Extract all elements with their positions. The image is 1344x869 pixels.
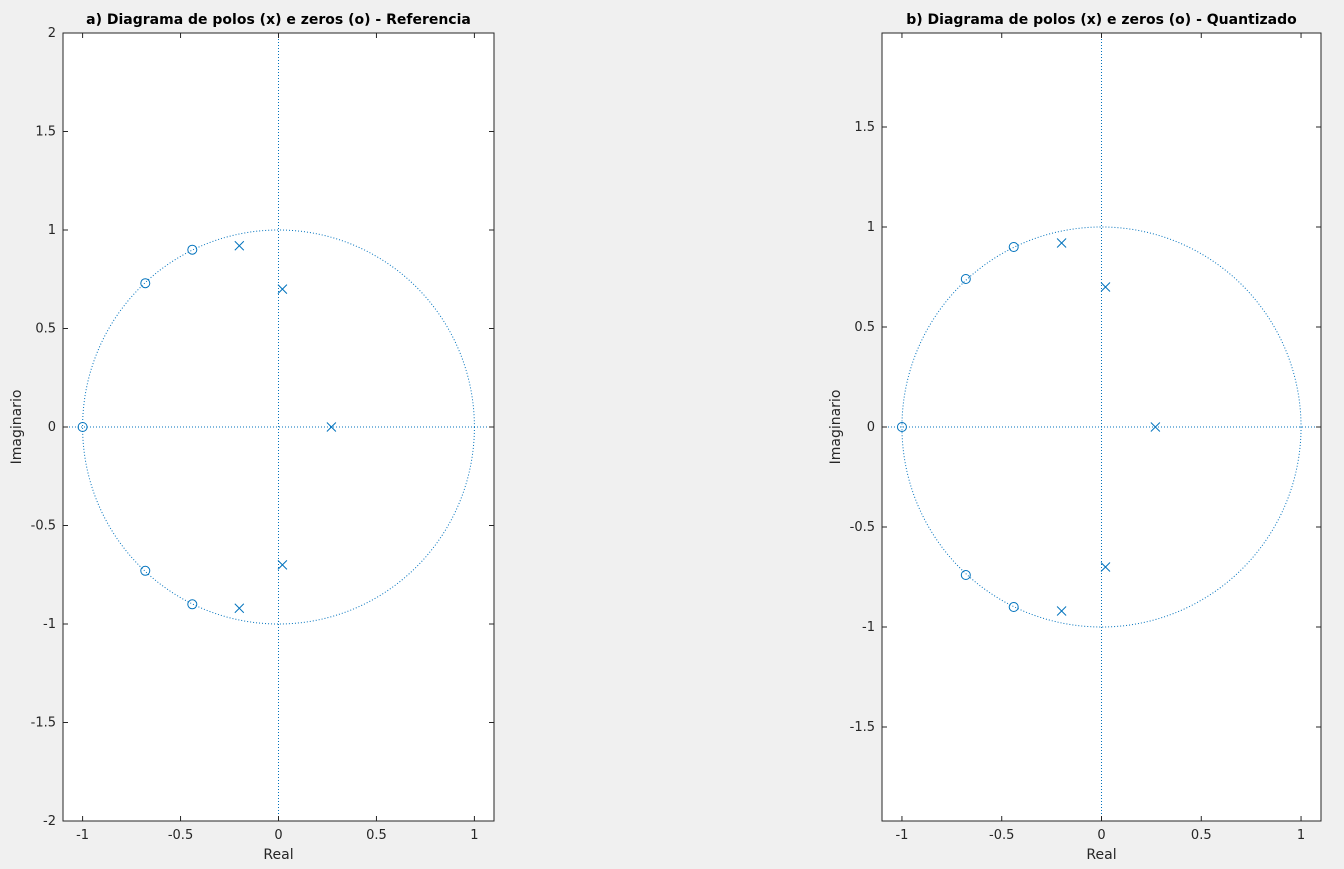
pole-marker	[234, 240, 245, 251]
y-tick-label: 0.5	[35, 322, 56, 337]
zero-marker	[960, 570, 971, 580]
y-tick-label: -0.5	[850, 520, 875, 535]
zero-marker	[960, 274, 971, 284]
axes-frame	[62, 32, 495, 822]
x-tick-label: -1	[76, 828, 89, 843]
y-tick-label: -2	[43, 814, 56, 829]
y-tick-label: -0.5	[31, 519, 56, 534]
pole-marker	[277, 560, 288, 570]
x-axis-label: Real	[263, 847, 293, 863]
pole-marker	[1056, 606, 1067, 616]
y-tick-label: 0	[867, 420, 875, 435]
y-axis-label: Imaginario	[9, 390, 25, 465]
y-tick-label: 0	[48, 420, 56, 435]
unit-circle	[901, 226, 1302, 628]
pole-marker	[326, 422, 337, 432]
x-tick-label: -1	[895, 828, 908, 843]
x-tick-label: 0	[274, 828, 282, 843]
y-tick-label: 1	[48, 223, 56, 238]
y-tick-label: -1	[43, 617, 56, 632]
x-tick-label: 0.5	[366, 828, 387, 843]
y-tick-label: 1	[867, 220, 875, 235]
zero-marker	[140, 278, 151, 289]
y-tick-label: 1.5	[854, 120, 875, 135]
unit-circle	[82, 229, 475, 625]
y-tick-label: 0.5	[854, 320, 875, 335]
y-axis-label: Imaginario	[828, 390, 844, 465]
y-tick-label: -1.5	[31, 716, 56, 731]
zero-marker	[896, 422, 907, 432]
x-axis-label: Real	[1086, 847, 1116, 863]
pole-marker	[277, 284, 288, 294]
x-tick-label: 0	[1097, 828, 1105, 843]
zero-marker	[187, 599, 198, 610]
pole-marker	[1100, 562, 1111, 572]
zero-marker	[187, 244, 198, 255]
y-tick-label: 1.5	[35, 125, 56, 140]
pole-marker	[1150, 422, 1161, 432]
pole-marker	[1100, 282, 1111, 292]
x-tick-label: 0.5	[1191, 828, 1212, 843]
zero-marker	[1008, 242, 1019, 252]
x-tick-label: -0.5	[989, 828, 1014, 843]
x-tick-label: 1	[1297, 828, 1305, 843]
subplot-quantized: -1 -0.5 0 0.5 1 -1.5 -1 -0.5 0 0.5 1 1.5 b) Diagram…	[828, 12, 1322, 863]
x-tick-label: -0.5	[168, 828, 193, 843]
chart-title: a) Diagrama de polos (x) e zeros (o) - R…	[86, 12, 471, 28]
x-tick-label: 1	[470, 828, 478, 843]
y-tick-label: 2	[48, 26, 56, 41]
y-tick-label: -1.5	[850, 720, 875, 735]
pole-marker	[234, 603, 245, 614]
subplot-reference: -1 -0.5 0 0.5 1 -2 -1.5 -1 -0.5 0 0.5 1 1.5 2 a) Diag…	[9, 12, 495, 863]
zero-marker	[1008, 602, 1019, 612]
chart-title: b) Diagrama de polos (x) e zeros (o) - Q…	[906, 12, 1297, 28]
y-tick-label: -1	[862, 620, 875, 635]
axes-frame	[881, 32, 1322, 822]
zero-marker	[77, 422, 88, 432]
pole-marker	[1056, 238, 1067, 248]
zero-marker	[140, 565, 151, 576]
